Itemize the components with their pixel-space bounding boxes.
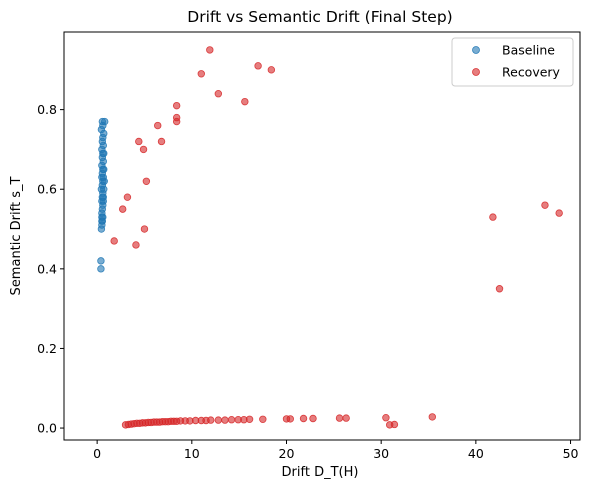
legend-label-baseline: Baseline bbox=[502, 43, 555, 58]
y-axis-label: Semantic Drift s_T bbox=[9, 177, 24, 296]
point-recovery bbox=[110, 237, 118, 245]
point-baseline bbox=[98, 213, 106, 221]
point-recovery bbox=[214, 416, 223, 424]
x-tick-label: 40 bbox=[468, 446, 484, 461]
point-recovery bbox=[140, 225, 149, 233]
point-recovery bbox=[267, 66, 276, 74]
legend: Baseline Recovery bbox=[451, 37, 574, 87]
point-recovery bbox=[157, 137, 166, 146]
point-recovery bbox=[541, 201, 549, 209]
point-recovery bbox=[555, 209, 563, 217]
point-recovery bbox=[135, 137, 143, 146]
legend-label-recovery: Recovery bbox=[502, 65, 561, 80]
point-recovery bbox=[207, 416, 215, 424]
x-tick-label: 30 bbox=[373, 446, 389, 461]
point-recovery bbox=[390, 420, 399, 429]
x-axis: 0 10 20 30 40 50 bbox=[93, 440, 579, 461]
point-recovery bbox=[142, 177, 151, 185]
y-axis: 0.0 0.2 0.4 0.6 0.8 bbox=[37, 102, 64, 436]
point-recovery bbox=[342, 414, 350, 422]
y-tick-label: 0.8 bbox=[37, 102, 57, 117]
x-tick-label: 0 bbox=[93, 446, 101, 461]
legend-box bbox=[451, 37, 574, 87]
point-baseline bbox=[101, 117, 109, 126]
chart-title: Drift vs Semantic Drift (Final Step) bbox=[187, 8, 452, 26]
point-recovery bbox=[299, 414, 308, 423]
point-recovery bbox=[139, 145, 148, 154]
y-tick-label: 0.4 bbox=[37, 261, 57, 276]
point-recovery bbox=[495, 285, 504, 293]
point-recovery bbox=[286, 415, 294, 423]
point-recovery bbox=[241, 97, 249, 106]
point-recovery bbox=[309, 414, 317, 423]
point-recovery bbox=[197, 70, 205, 78]
point-recovery bbox=[154, 121, 162, 130]
x-tick-label: 20 bbox=[279, 446, 295, 461]
point-recovery bbox=[227, 415, 236, 424]
point-baseline bbox=[99, 193, 107, 201]
data-points bbox=[97, 46, 563, 429]
legend-marker-recovery bbox=[472, 68, 480, 76]
point-recovery bbox=[382, 414, 390, 422]
point-baseline bbox=[100, 177, 108, 185]
y-tick-label: 0.2 bbox=[37, 341, 57, 356]
point-recovery bbox=[254, 62, 262, 70]
point-recovery bbox=[172, 101, 181, 110]
point-recovery bbox=[428, 413, 437, 421]
point-recovery bbox=[335, 414, 344, 422]
x-tick-label: 50 bbox=[563, 446, 579, 461]
plot-frame bbox=[63, 31, 581, 441]
x-axis-label: Drift D_T(H) bbox=[282, 465, 359, 480]
point-recovery bbox=[259, 415, 267, 424]
y-tick-label: 0.6 bbox=[37, 182, 57, 197]
x-tick-label: 10 bbox=[184, 446, 200, 461]
point-recovery bbox=[206, 46, 214, 54]
point-recovery bbox=[214, 89, 223, 98]
legend-marker-baseline bbox=[472, 46, 480, 54]
plot-area bbox=[63, 31, 581, 441]
point-recovery bbox=[172, 113, 181, 122]
point-recovery bbox=[123, 193, 132, 201]
point-baseline bbox=[97, 257, 105, 265]
point-recovery bbox=[119, 205, 127, 213]
point-recovery bbox=[489, 213, 497, 221]
point-recovery bbox=[245, 415, 254, 424]
point-baseline bbox=[97, 265, 105, 273]
point-recovery bbox=[132, 241, 140, 249]
y-tick-label: 0.0 bbox=[37, 421, 57, 436]
point-recovery bbox=[221, 416, 229, 424]
